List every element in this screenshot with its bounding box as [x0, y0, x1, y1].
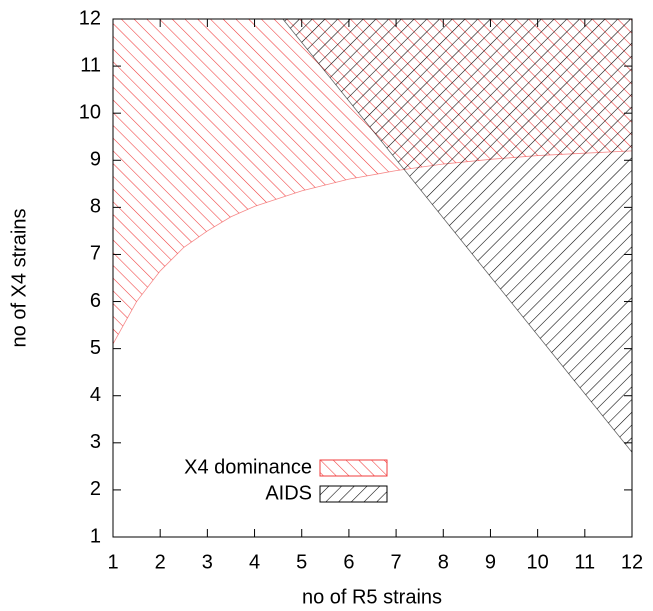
legend-swatch	[319, 459, 388, 477]
plot-frame	[112, 18, 633, 538]
x-axis-label: no of R5 strains	[302, 586, 442, 608]
x-tick-label: 5	[296, 551, 307, 573]
plot-areas	[113, 19, 632, 453]
x-tick-label: 11	[574, 551, 595, 573]
y-tick-label: 8	[90, 196, 101, 218]
x-tick-label: 7	[391, 551, 402, 573]
y-tick-label: 1	[90, 525, 101, 547]
y-tick-label: 6	[90, 290, 101, 312]
y-tick-label: 7	[90, 243, 101, 265]
y-tick-label: 5	[90, 337, 101, 359]
x-tick-label: 6	[343, 551, 354, 573]
legend-swatch	[319, 485, 388, 503]
x-tick-label: 12	[621, 551, 643, 573]
x-tick-label: 2	[155, 551, 166, 573]
x-tick-label: 9	[485, 551, 496, 573]
x-tick-label: 3	[202, 551, 213, 573]
y-tick-label: 10	[79, 101, 101, 123]
x-tick-label: 8	[438, 551, 449, 573]
y-tick-label: 3	[90, 431, 101, 453]
y-axis-label: no of X4 strains	[8, 209, 30, 348]
x-tick-label: 1	[107, 551, 118, 573]
y-tick-label: 2	[90, 478, 101, 500]
area-boundary	[282, 19, 632, 453]
y-tick-label: 12	[79, 7, 101, 29]
x-tick-label: 4	[249, 551, 260, 573]
y-tick-label: 9	[90, 149, 101, 171]
x-tick-label: 10	[527, 551, 549, 573]
legend-label: AIDS	[265, 482, 312, 504]
legend-label: X4 dominance	[184, 456, 312, 478]
y-tick-label: 4	[90, 384, 101, 406]
y-tick-label: 11	[80, 54, 101, 76]
